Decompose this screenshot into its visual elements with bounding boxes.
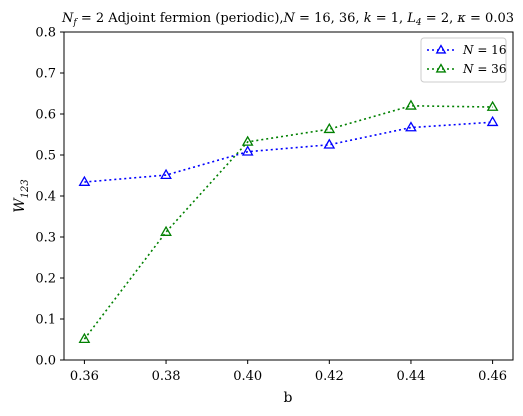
title-n-eq: = 16, 36, (295, 11, 364, 26)
x-axis-label: b (284, 390, 293, 406)
legend-label-var: N (462, 43, 474, 57)
y-axis-label-main: W (12, 197, 28, 213)
y-axis-label: W123 (12, 179, 31, 212)
y-tick-label: 0.1 (35, 313, 56, 328)
series-2-point (160, 225, 172, 236)
y-tick-label: 0.6 (35, 108, 56, 123)
y-tick-label: 0.3 (35, 231, 56, 246)
series-2-point (78, 332, 91, 343)
title-l: L (406, 11, 416, 26)
y-axis-label-sub: 123 (20, 179, 31, 198)
y-tick-label: 0.0 (35, 354, 56, 369)
legend-marker-2 (435, 63, 447, 73)
x-tick-label: 0.44 (396, 369, 425, 384)
series-1-point (405, 121, 417, 132)
title-k-eq: = 1, (372, 11, 408, 26)
series-1-point (160, 168, 172, 179)
legend-box (420, 37, 507, 83)
legend: N = 16N = 36 (420, 37, 507, 83)
title-nf: N (61, 11, 74, 26)
title-n: N (283, 11, 296, 26)
x-tick-label: 0.40 (233, 369, 262, 384)
series-layer (78, 99, 499, 343)
title-nf-eq: = 2 Adjoint fermion (periodic), (77, 11, 284, 26)
x-axis-ticks: 0.36 0.38 0.40 0.42 0.44 0.46 (70, 360, 507, 384)
series-1-point (78, 175, 91, 186)
legend-label-var: N (462, 62, 474, 76)
series-2-point (241, 135, 254, 146)
y-axis-ticks: 0.0 0.1 0.2 0.3 0.4 0.5 0.6 0.7 0.8 (35, 26, 64, 369)
title-k: k (364, 11, 372, 26)
y-tick-label: 0.2 (35, 272, 56, 287)
y-tick-label: 0.8 (35, 26, 56, 41)
title-nf-sub: f (72, 18, 78, 28)
y-tick-label: 0.4 (35, 190, 56, 205)
legend-label-1: N = 16 (462, 43, 506, 57)
legend-items: N = 16N = 36 (427, 43, 506, 76)
y-tick-label: 0.7 (35, 67, 56, 82)
legend-label-value: = 16 (474, 43, 507, 57)
x-tick-label: 0.42 (315, 369, 344, 384)
title-l-sub: 4 (415, 18, 422, 28)
series-2-point (323, 122, 336, 134)
title-l-eq: = 2, (422, 11, 458, 26)
y-tick-label: 0.5 (35, 149, 56, 164)
x-tick-label: 0.36 (70, 369, 99, 384)
series-1-point (323, 138, 336, 149)
title-kappa: κ (456, 11, 466, 26)
x-tick-label: 0.46 (478, 369, 507, 384)
series-line-1 (84, 121, 493, 183)
series-2-point (486, 100, 499, 111)
chart-title: Nf = 2 Adjoint fermion (periodic),N = 16… (61, 11, 514, 28)
legend-label-value: = 36 (474, 62, 507, 76)
series-line-2 (83, 104, 493, 340)
legend-marker-1 (435, 44, 447, 54)
series-1-point (486, 115, 499, 127)
series-2-point (405, 99, 417, 110)
series-1-point (241, 145, 254, 156)
x-tick-label: 0.38 (152, 369, 181, 384)
title-kappa-eq: = 0.03 (466, 11, 514, 26)
legend-label-2: N = 36 (462, 62, 506, 76)
